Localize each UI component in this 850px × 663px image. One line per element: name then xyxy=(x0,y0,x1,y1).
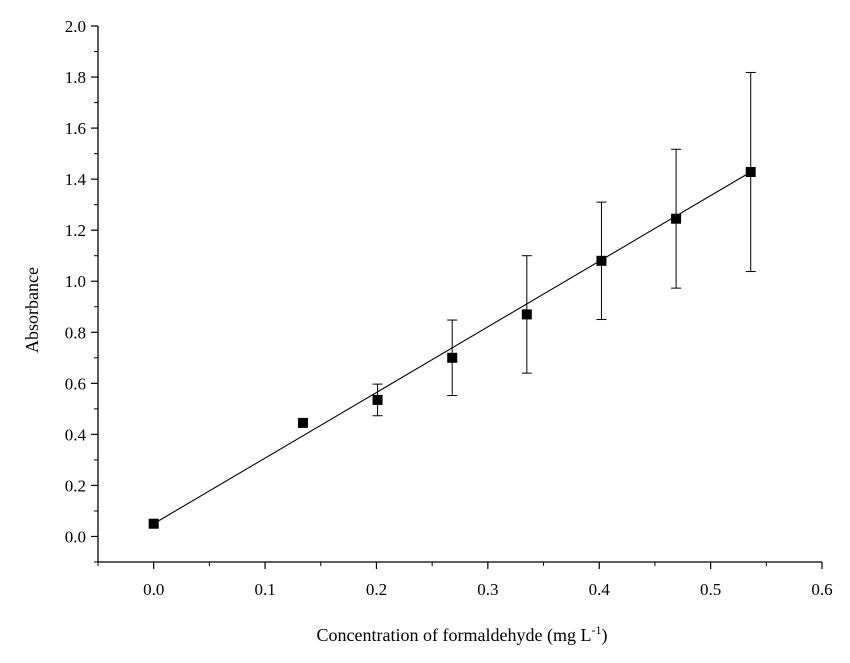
x-axis-label-close: ) xyxy=(601,625,607,646)
x-axis-label: Concentration of formaldehyde (mg L-1) xyxy=(317,623,608,646)
x-tick-label: 0.6 xyxy=(811,580,832,599)
y-tick-label: 1.2 xyxy=(65,221,86,240)
y-tick-label: 0.4 xyxy=(65,425,87,444)
data-point xyxy=(671,213,682,224)
y-tick-label: 0.8 xyxy=(65,323,86,342)
x-tick-label: 0.3 xyxy=(477,580,498,599)
y-tick-label: 0.2 xyxy=(65,476,86,495)
x-axis-label-main: Concentration of formaldehyde (mg L xyxy=(317,625,592,646)
x-axis-label-sup: -1 xyxy=(591,623,601,637)
data-point xyxy=(521,309,532,320)
x-tick-label: 0.0 xyxy=(143,580,164,599)
x-tick-label: 0.5 xyxy=(700,580,721,599)
y-tick-label: 1.8 xyxy=(65,68,86,87)
x-tick-label: 0.4 xyxy=(589,580,611,599)
error-bars xyxy=(148,71,756,527)
data-point xyxy=(372,394,383,405)
data-point xyxy=(148,518,159,529)
y-tick-label: 2.0 xyxy=(65,17,86,36)
x-tick-label: 0.1 xyxy=(254,580,275,599)
y-axis-label: Absorbance xyxy=(22,267,42,353)
data-point xyxy=(297,417,308,428)
y-tick-label: 1.0 xyxy=(65,272,86,291)
x-tick-label: 0.2 xyxy=(366,580,387,599)
y-tick-label: 0.0 xyxy=(65,527,86,546)
y-tick-label: 1.6 xyxy=(65,119,86,138)
data-markers xyxy=(148,166,756,529)
data-point xyxy=(745,166,756,177)
axes: 0.0 0.2 0.4 0.6 0.8 1.0 1.2 1.4 1.6 1.8 2.0 0.0 0.1 0… xyxy=(65,17,833,599)
data-point xyxy=(596,255,607,266)
y-tick-label: 1.4 xyxy=(65,170,87,189)
data-point xyxy=(447,352,458,363)
y-tick-label: 0.6 xyxy=(65,374,86,393)
